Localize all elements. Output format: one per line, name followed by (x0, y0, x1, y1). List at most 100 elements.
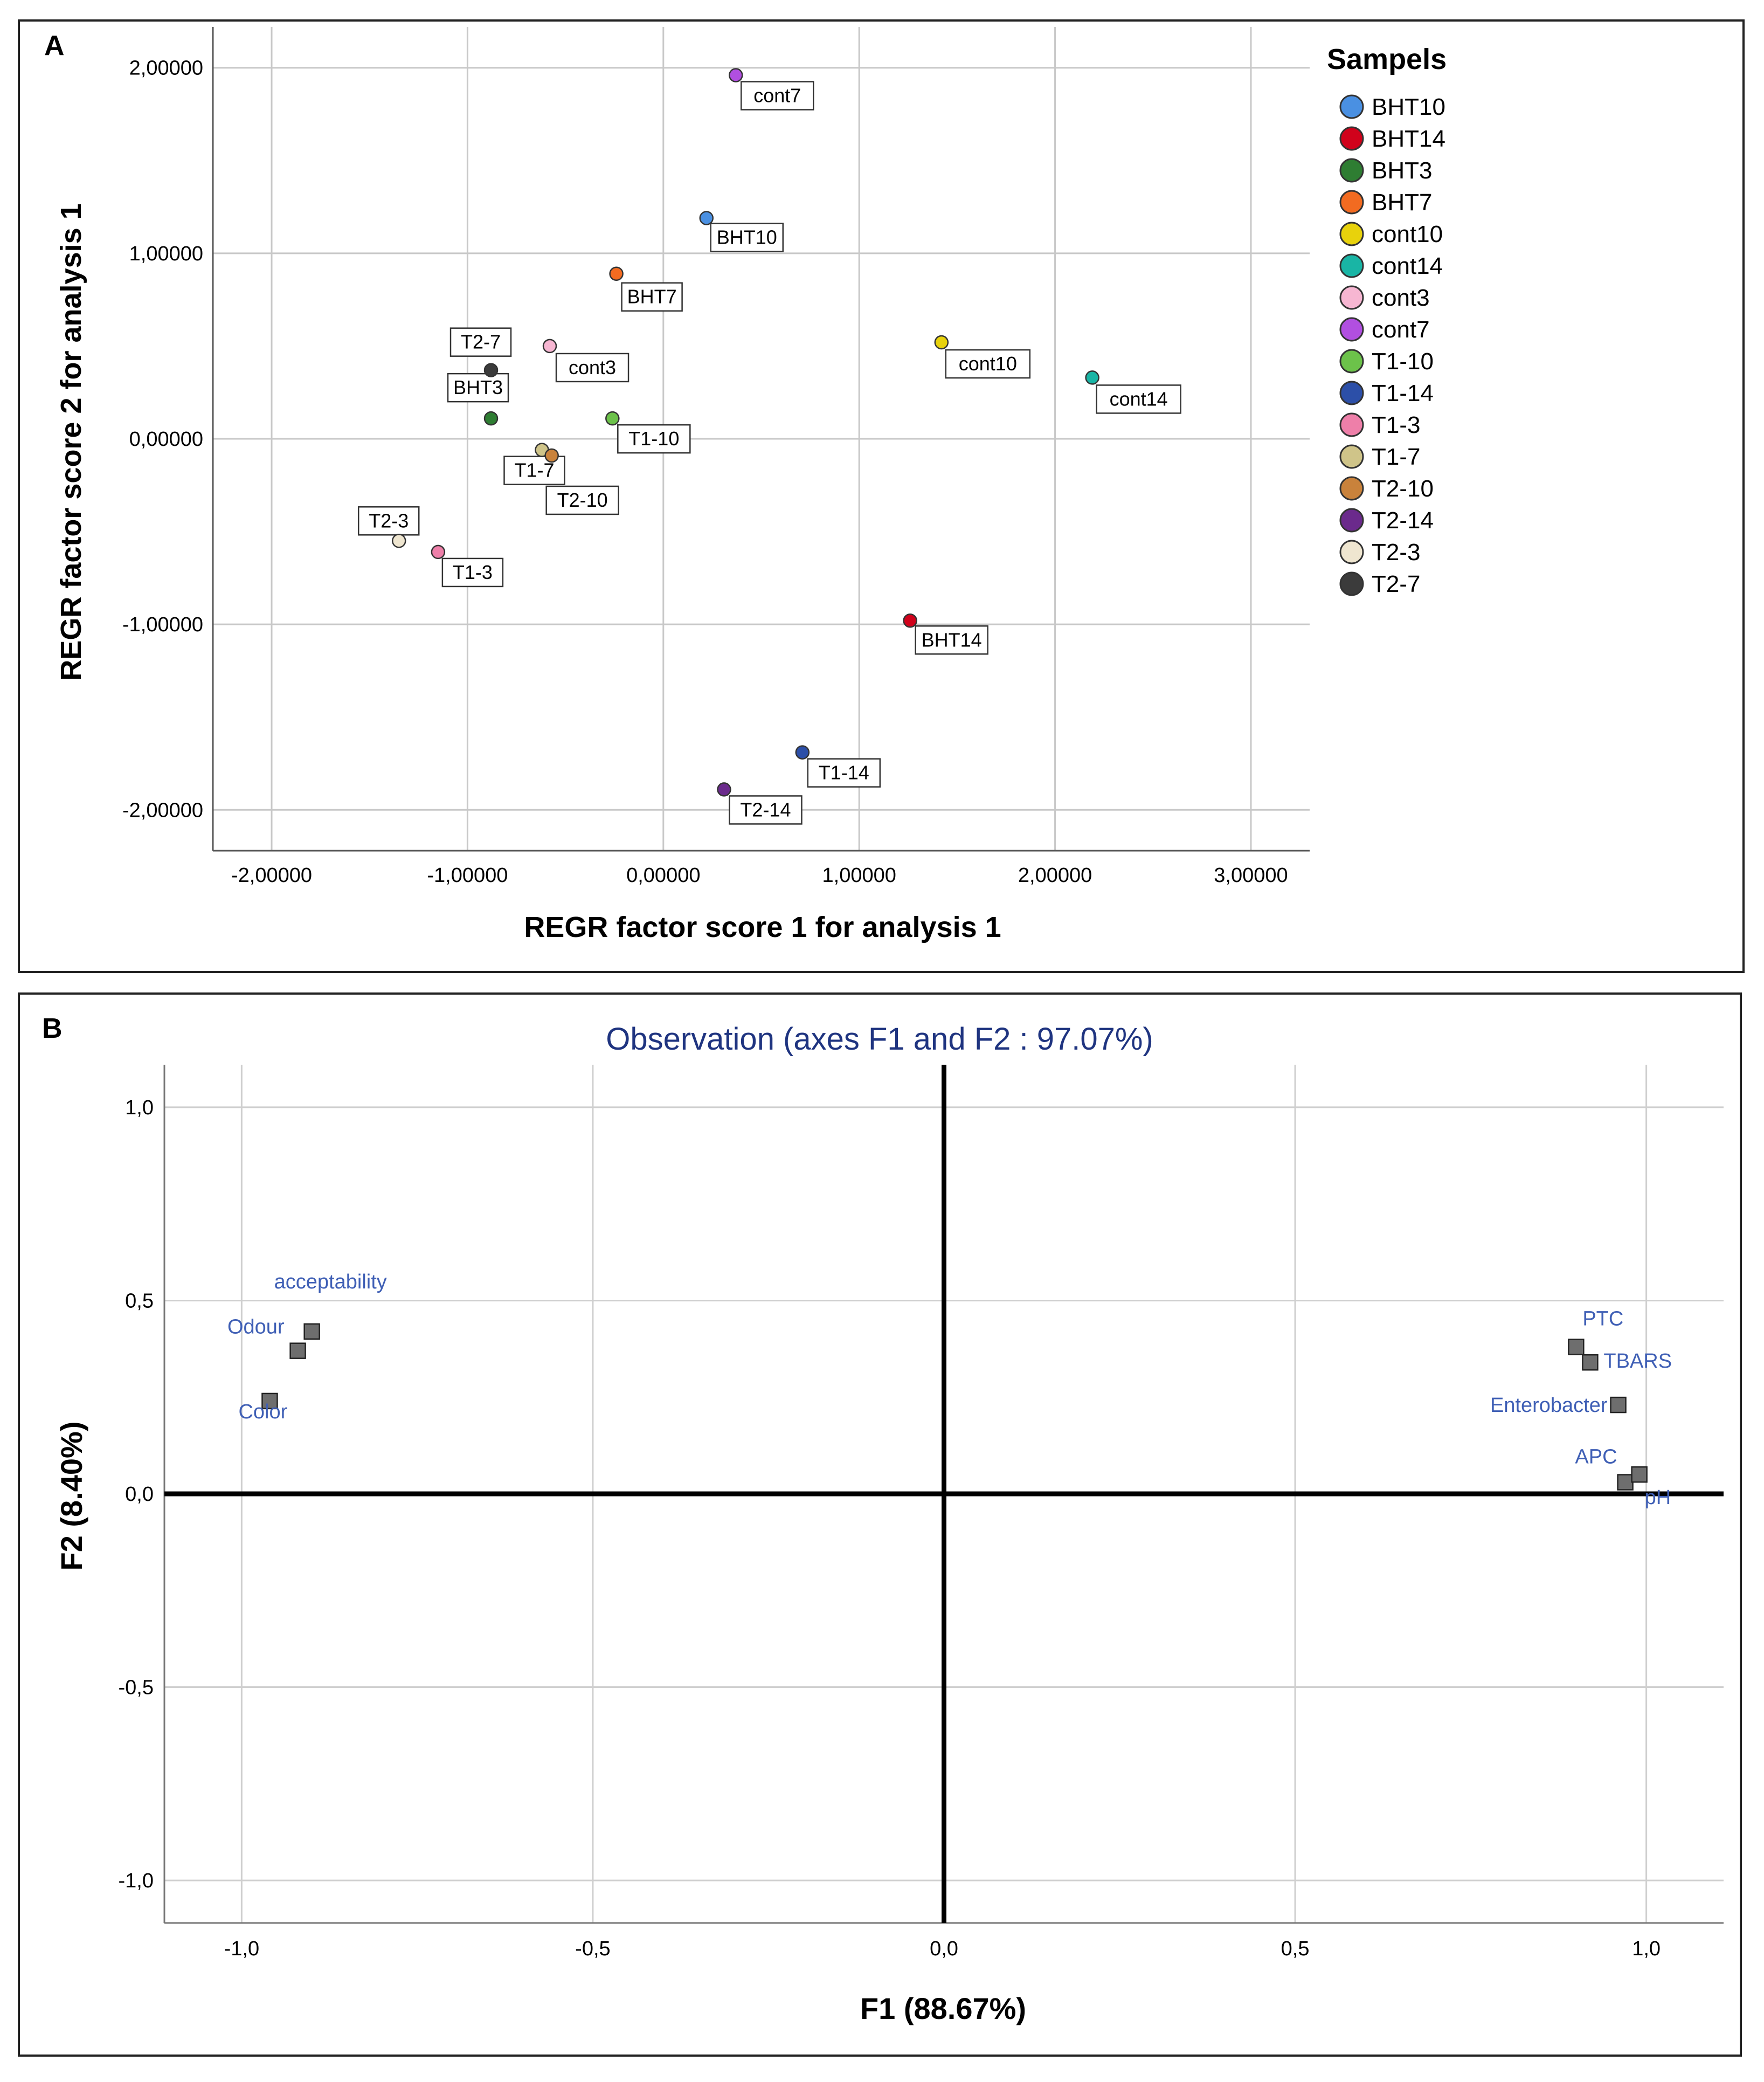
legend-marker-t1-10 (1339, 349, 1364, 374)
y-tick-label: -1,0 (119, 1870, 154, 1892)
panel-a-frame (18, 19, 1745, 973)
x-tick-label: -1,00000 (427, 864, 508, 887)
legend-label: T2-10 (1372, 475, 1434, 502)
panel-b-label: B (42, 1013, 63, 1044)
panel-b-y-axis-label: F2 (8.40%) (54, 1422, 88, 1571)
variable-label: APC (1575, 1445, 1617, 1468)
data-label: BHT14 (922, 629, 982, 651)
data-label: T1-10 (628, 428, 679, 450)
legend-label: T1-7 (1372, 444, 1420, 470)
variable-marker-enterobacter (1610, 1396, 1627, 1414)
legend-label: T2-14 (1372, 507, 1434, 534)
y-tick-label: -2,00000 (122, 799, 203, 822)
variable-marker-tbars (1582, 1354, 1599, 1371)
scatter-point-cont7 (729, 68, 743, 82)
legend-label: BHT10 (1372, 94, 1445, 120)
legend-label: cont14 (1372, 253, 1443, 279)
variable-label: PTC (1582, 1307, 1623, 1330)
data-label-box (807, 758, 881, 788)
scatter-point-cont14 (1085, 370, 1099, 385)
data-label: BHT3 (453, 376, 503, 398)
x-tick-label: 1,0 (1632, 1938, 1661, 1960)
y-tick-label: -1,00000 (122, 613, 203, 636)
y-tick-label: 1,00000 (129, 243, 203, 265)
legend-marker-t2-10 (1339, 476, 1364, 501)
variable-marker-ptc (1568, 1339, 1585, 1355)
data-label-box (441, 557, 504, 588)
y-tick-label: 2,00000 (129, 57, 203, 80)
x-tick-label: 0,5 (1281, 1938, 1310, 1960)
scatter-point-t2-14 (717, 782, 731, 797)
data-label: T2-10 (557, 489, 608, 511)
y-tick-label: 0,00000 (129, 428, 203, 451)
variable-marker-apc (1617, 1474, 1634, 1491)
legend-marker-t2-14 (1339, 508, 1364, 533)
legend-marker-t2-3 (1339, 540, 1364, 564)
legend-label: cont7 (1372, 316, 1430, 343)
scatter-point-cont10 (934, 335, 949, 350)
x-tick-label: 0,0 (930, 1938, 958, 1960)
panel-b-frame (18, 992, 1742, 2057)
legend-marker-bht7 (1339, 190, 1364, 215)
legend-marker-cont3 (1339, 285, 1364, 310)
scatter-point-cont3 (542, 339, 557, 354)
legend-label: BHT3 (1372, 157, 1432, 184)
panel-a-y-axis-label: REGR factor score 2 for analysis 1 (55, 203, 87, 680)
scatter-point-bht14 (903, 613, 917, 628)
variable-marker-color (261, 1392, 278, 1410)
x-tick-label: 3,00000 (1214, 864, 1288, 887)
legend-label: T1-10 (1372, 348, 1434, 375)
data-label-box (1096, 384, 1181, 414)
legend-label: BHT14 (1372, 126, 1445, 152)
variable-marker-acceptability (303, 1323, 320, 1340)
legend-label: T1-14 (1372, 380, 1434, 406)
data-label: cont10 (959, 353, 1017, 375)
variable-label: acceptability (274, 1271, 387, 1293)
data-label-box (545, 485, 619, 515)
scatter-point-t2-3 (391, 534, 406, 548)
data-label: cont14 (1110, 388, 1168, 410)
legend-label: cont10 (1372, 221, 1443, 247)
legend-marker-t1-14 (1339, 381, 1364, 405)
data-label: T1-14 (819, 762, 869, 784)
data-label-box (915, 625, 988, 655)
variable-label: pH (1645, 1486, 1671, 1509)
y-tick-label: 0,5 (125, 1290, 154, 1312)
x-tick-label: 0,00000 (626, 864, 700, 887)
data-label: BHT10 (717, 226, 777, 248)
data-label: T2-14 (740, 798, 791, 821)
legend-marker-cont10 (1339, 222, 1364, 246)
legend-label: BHT7 (1372, 189, 1432, 216)
data-label: cont7 (753, 84, 801, 106)
data-label-box (710, 223, 784, 252)
legend-label: cont3 (1372, 285, 1430, 311)
legend-marker-cont14 (1339, 253, 1364, 278)
data-label-box (357, 506, 420, 536)
panel-a-label: A (44, 30, 65, 61)
data-label: T2-7 (461, 331, 501, 353)
legend-title: Sampels (1327, 43, 1447, 75)
variable-label: TBARS (1603, 1350, 1672, 1373)
scatter-point-t2-7 (483, 363, 499, 377)
data-label-box (447, 373, 509, 403)
variable-label: Odour (227, 1316, 285, 1339)
legend-marker-cont7 (1339, 317, 1364, 342)
variable-marker-ph (1631, 1466, 1648, 1483)
y-tick-label: 1,0 (125, 1097, 154, 1119)
scatter-point-t1-3 (431, 544, 446, 560)
panel-a-plot: -2,00000 -1,00000 0,00000 1,00000 2,00000 3,0… (122, 27, 1310, 887)
scatter-point-bht10 (699, 211, 714, 225)
scatter-point-t2-10 (544, 448, 559, 463)
legend-label: T2-7 (1372, 571, 1420, 597)
data-label-box (741, 81, 814, 111)
x-tick-label: 2,00000 (1018, 864, 1092, 887)
data-label: T2-3 (369, 509, 409, 532)
panel-b-x-axis-label: F1 (88.67%) (860, 1991, 1026, 2025)
legend-marker-bht10 (1339, 94, 1364, 119)
data-label-box (621, 282, 683, 312)
data-label: T1-3 (453, 561, 493, 583)
panel-a-x-axis-label: REGR factor score 1 for analysis 1 (524, 911, 1001, 943)
data-label-box (449, 327, 512, 357)
x-tick-label: -0,5 (575, 1938, 610, 1960)
